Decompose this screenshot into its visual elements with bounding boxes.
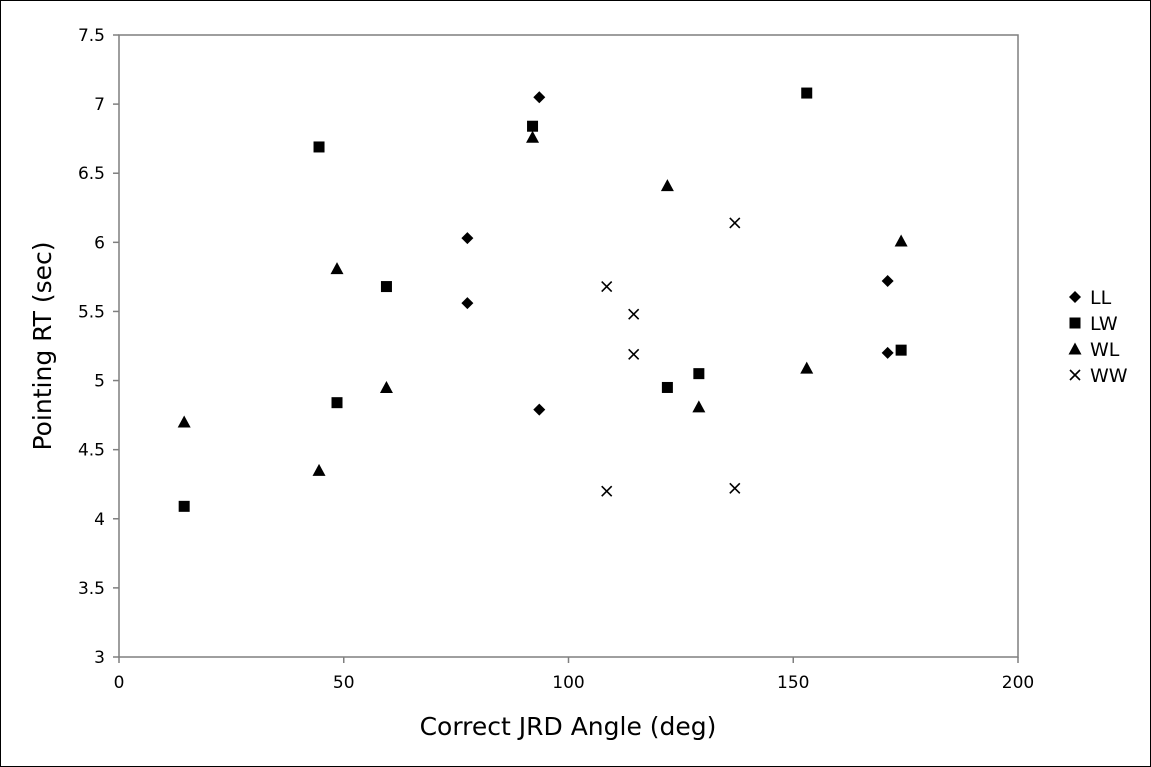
- legend-marker-wl: [1068, 342, 1082, 355]
- x-tick-label: 200: [1002, 673, 1034, 693]
- x-tick-label: 50: [333, 673, 355, 693]
- legend-label-ll: LL: [1090, 287, 1112, 309]
- y-tick-label: 5: [94, 372, 105, 392]
- data-point-ww: [601, 485, 613, 497]
- data-point-ww: [628, 348, 640, 360]
- y-tick-label: 3.5: [78, 579, 105, 599]
- data-point-lw: [895, 344, 907, 356]
- data-point-lw: [527, 120, 539, 132]
- data-point-wl: [330, 262, 344, 275]
- data-point-wl: [379, 380, 393, 393]
- y-tick-label: 4: [94, 510, 105, 530]
- data-point-wl: [177, 415, 191, 428]
- legend-marker-ww: [1069, 369, 1081, 381]
- legend-label-lw: LW: [1090, 313, 1118, 335]
- y-tick-label: 7.5: [78, 26, 105, 46]
- data-point-lw: [380, 281, 392, 293]
- data-point-lw: [693, 368, 705, 380]
- data-point-ll: [881, 275, 894, 288]
- y-axis-title: Pointing RT (sec): [28, 241, 57, 450]
- data-point-lw: [178, 500, 190, 512]
- x-tick-label: 150: [777, 673, 809, 693]
- plot-area: [118, 34, 1019, 658]
- data-point-wl: [894, 234, 908, 247]
- data-points: [177, 87, 908, 512]
- y-axis: 3 3.5 4 4.5 5 5.5 6 6.5 7 7.5: [78, 26, 119, 668]
- y-tick-label: 7: [94, 95, 105, 115]
- data-point-wl: [800, 361, 814, 374]
- y-tick-label: 3: [94, 648, 105, 668]
- legend-label-wl: WL: [1090, 339, 1120, 361]
- data-point-ll: [461, 232, 474, 245]
- data-point-ll: [533, 403, 546, 416]
- y-tick-label: 4.5: [78, 441, 105, 461]
- data-point-ll: [533, 91, 546, 104]
- data-point-lw: [661, 381, 673, 393]
- y-tick-label: 5.5: [78, 302, 105, 322]
- data-point-wl: [692, 400, 706, 413]
- data-point-wl: [312, 463, 326, 476]
- y-tick-label: 6: [94, 233, 105, 253]
- data-point-lw: [331, 397, 343, 409]
- data-point-ww: [628, 308, 640, 320]
- data-point-ww: [729, 217, 741, 229]
- x-axis: 0 50 100 150 200: [114, 657, 1034, 693]
- legend: LL LW WL WW: [1068, 287, 1128, 387]
- x-axis-title: Correct JRD Angle (deg): [420, 712, 717, 741]
- data-point-wl: [660, 179, 674, 192]
- legend-label-ww: WW: [1090, 365, 1128, 387]
- legend-marker-ll: [1069, 291, 1081, 303]
- y-tick-label: 6.5: [78, 164, 105, 184]
- data-point-ll: [461, 297, 474, 310]
- data-point-lw: [801, 87, 813, 99]
- x-tick-label: 0: [114, 673, 125, 693]
- data-point-ll: [881, 346, 894, 359]
- data-point-ww: [601, 280, 613, 293]
- legend-marker-lw: [1069, 317, 1081, 329]
- data-point-wl: [526, 130, 540, 143]
- data-point-ww: [729, 482, 741, 494]
- data-point-lw: [313, 141, 325, 153]
- x-tick-label: 100: [552, 673, 584, 693]
